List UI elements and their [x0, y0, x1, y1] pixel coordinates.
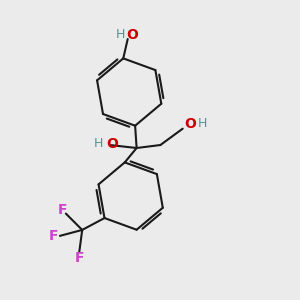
Text: F: F: [49, 229, 59, 243]
Text: O: O: [184, 117, 196, 131]
Text: F: F: [58, 203, 67, 217]
Text: O: O: [126, 28, 138, 42]
Text: H: H: [93, 137, 103, 150]
Text: H: H: [116, 28, 125, 41]
Text: F: F: [74, 251, 84, 265]
Text: O: O: [106, 136, 118, 151]
Text: H: H: [197, 117, 207, 130]
